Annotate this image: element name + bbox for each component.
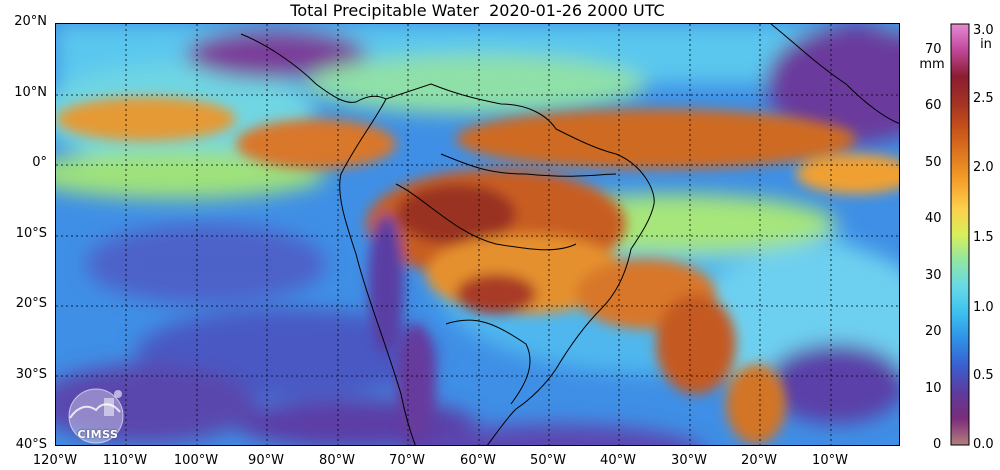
lon-label-100w: 100°W — [173, 453, 219, 468]
lat-label-40s: 40°S — [15, 437, 47, 452]
lon-label-50w: 50°W — [530, 453, 566, 468]
lon-label-70w: 70°W — [389, 453, 425, 468]
colorbar-gradient — [950, 23, 970, 446]
lon-label-10w: 10°W — [812, 453, 848, 468]
colorbar-in-tick-2-0: 2.0 — [973, 160, 994, 175]
lon-label-60w: 60°W — [460, 453, 496, 468]
colorbar-mm-tick-50: 50 — [925, 155, 942, 170]
colorbar-in-unit: in — [980, 37, 992, 52]
lat-label-30s: 30°S — [15, 367, 47, 382]
figure-title: Total Precipitable Water 2020-01-26 2000… — [290, 1, 665, 20]
graticule — [56, 24, 899, 445]
colorbar — [950, 23, 970, 446]
lon-label-120w: 120°W — [32, 453, 78, 468]
tpw-map-svg — [56, 24, 899, 445]
lon-label-80w: 80°W — [319, 453, 355, 468]
colorbar-in-tick-2-5: 2.5 — [973, 91, 994, 106]
colorbar-in-tick-3-0: 3.0 — [973, 23, 994, 38]
colorbar-mm-unit: mm — [919, 57, 945, 72]
lat-label-20s: 20°S — [15, 296, 47, 311]
lat-label-10n: 10°N — [14, 85, 47, 100]
tpw-map[interactable] — [55, 23, 900, 446]
lon-label-110w: 110°W — [102, 453, 148, 468]
colorbar-mm-tick-10: 10 — [925, 381, 942, 396]
colorbar-mm-tick-20: 20 — [925, 324, 942, 339]
cimss-logo: CIMSS — [56, 388, 136, 444]
colorbar-in-tick-0-5: 0.5 — [973, 368, 994, 383]
lon-label-30w: 30°W — [671, 453, 707, 468]
colorbar-mm-tick-30: 30 — [925, 268, 942, 283]
cimss-logo-graphic — [68, 388, 124, 444]
colorbar-mm-tick-70: 70 — [925, 42, 942, 57]
colorbar-in-tick-0-0: 0.0 — [973, 437, 994, 452]
colorbar-mm-tick-0: 0 — [933, 437, 942, 452]
lat-label-20n: 20°N — [14, 14, 47, 29]
lat-label-10s: 10°S — [15, 226, 47, 241]
colorbar-in-tick-1-0: 1.0 — [973, 300, 994, 315]
lon-label-40w: 40°W — [600, 453, 636, 468]
lon-label-90w: 90°W — [248, 453, 284, 468]
colorbar-in-tick-1-5: 1.5 — [973, 230, 994, 245]
colorbar-mm-tick-40: 40 — [925, 211, 942, 226]
coastlines — [240, 24, 899, 445]
lat-label-0: 0° — [32, 155, 47, 170]
cimss-logo-text: CIMSS — [77, 428, 119, 441]
lon-label-20w: 20°W — [741, 453, 777, 468]
colorbar-mm-tick-60: 60 — [925, 98, 942, 113]
